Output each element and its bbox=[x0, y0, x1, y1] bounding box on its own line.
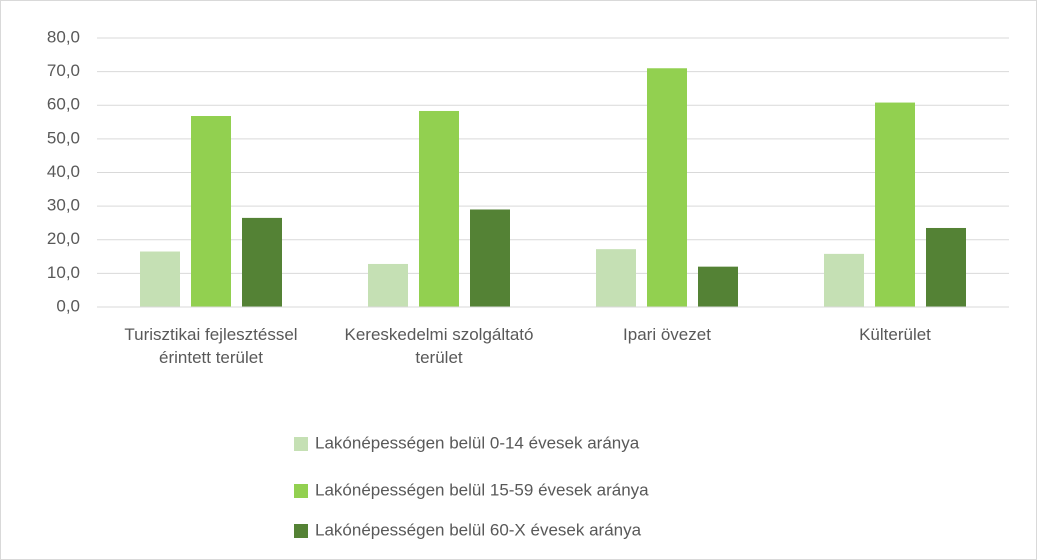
y-tick-label: 30,0 bbox=[47, 196, 80, 215]
bar bbox=[926, 227, 966, 307]
bar bbox=[875, 102, 915, 307]
y-tick-label: 40,0 bbox=[47, 162, 80, 181]
bar bbox=[470, 209, 510, 307]
bar bbox=[242, 217, 282, 307]
y-tick-label: 20,0 bbox=[47, 229, 80, 248]
legend-swatch bbox=[294, 524, 308, 538]
y-tick-label: 50,0 bbox=[47, 128, 80, 147]
bar bbox=[191, 116, 231, 307]
legend-label: Lakónépességen belül 60-X évesek aránya bbox=[315, 520, 642, 539]
bar bbox=[824, 253, 864, 307]
y-tick-label: 60,0 bbox=[47, 95, 80, 114]
bar bbox=[698, 266, 738, 307]
x-tick-label: Kereskedelmi szolgáltató terület bbox=[345, 325, 534, 367]
legend-label: Lakónépességen belül 15-59 évesek aránya bbox=[315, 480, 649, 499]
y-tick-label: 0,0 bbox=[56, 296, 80, 315]
y-tick-label: 10,0 bbox=[47, 263, 80, 282]
x-tick-label: Turisztikai fejlesztéssel érintett terüle… bbox=[124, 325, 297, 367]
bar bbox=[368, 263, 408, 307]
y-tick-label: 80,0 bbox=[47, 27, 80, 46]
legend-swatch bbox=[294, 437, 308, 451]
x-tick-label: Külterület bbox=[859, 325, 931, 344]
y-tick-label: 70,0 bbox=[47, 61, 80, 80]
legend-label: Lakónépességen belül 0-14 évesek aránya bbox=[315, 433, 640, 452]
bar bbox=[419, 110, 459, 307]
bar bbox=[140, 251, 180, 307]
bar bbox=[596, 249, 636, 307]
legend-swatch bbox=[294, 484, 308, 498]
bar bbox=[647, 68, 687, 307]
x-tick-label: Ipari övezet bbox=[623, 325, 711, 344]
